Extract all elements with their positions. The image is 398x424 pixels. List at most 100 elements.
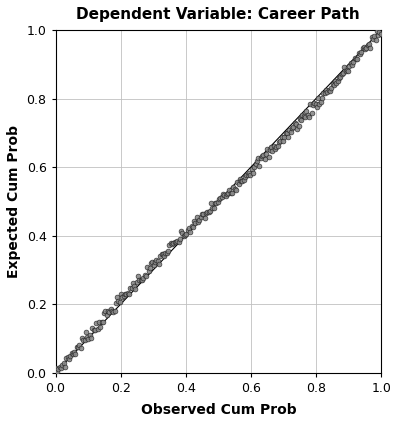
Point [264, 145, 271, 152]
Point [184, 226, 191, 233]
Point [308, 110, 315, 117]
Point [125, 289, 131, 296]
Point [324, 89, 330, 96]
Point [235, 181, 242, 187]
Point [114, 293, 120, 300]
Point [260, 152, 267, 159]
Point [254, 158, 260, 165]
Point [371, 33, 377, 39]
Point [129, 285, 135, 291]
Point [209, 205, 216, 212]
Point [208, 200, 215, 207]
Point [374, 28, 380, 35]
Point [277, 138, 283, 145]
Point [183, 231, 189, 238]
Point [195, 218, 201, 225]
Point [121, 292, 127, 299]
Point [154, 258, 161, 265]
Point [234, 179, 240, 186]
Point [340, 70, 346, 77]
Point [226, 187, 232, 194]
Point [84, 333, 90, 340]
Point [165, 248, 171, 254]
Point [222, 193, 229, 200]
Point [288, 128, 294, 135]
Point [193, 214, 200, 220]
Point [367, 44, 374, 51]
Point [240, 177, 247, 184]
Point [107, 305, 114, 312]
Point [109, 307, 115, 314]
Point [153, 257, 160, 263]
Point [335, 78, 341, 84]
Point [228, 189, 234, 196]
Point [316, 100, 323, 107]
Point [293, 121, 299, 128]
Point [71, 349, 77, 355]
Point [148, 260, 154, 267]
Point [298, 117, 304, 123]
Point [135, 273, 141, 279]
Point [92, 326, 98, 333]
Point [354, 56, 361, 62]
Point [332, 78, 338, 84]
Point [192, 219, 199, 226]
Point [172, 238, 178, 245]
Point [272, 146, 278, 153]
Point [333, 79, 339, 86]
Point [191, 217, 197, 224]
Point [119, 293, 126, 300]
Point [303, 107, 310, 114]
Point [127, 284, 133, 291]
Point [63, 354, 70, 361]
Point [255, 155, 261, 162]
Point [294, 125, 300, 132]
Point [199, 211, 205, 218]
Point [94, 326, 101, 332]
Point [81, 337, 88, 344]
Point [244, 172, 251, 179]
Point [215, 199, 221, 206]
Point [205, 209, 212, 215]
Point [78, 345, 84, 351]
Point [370, 36, 376, 43]
Point [285, 133, 291, 140]
Point [353, 56, 359, 63]
Point [373, 36, 379, 43]
Point [126, 291, 132, 298]
Point [176, 238, 182, 245]
Point [200, 211, 207, 218]
Point [306, 113, 312, 120]
Point [338, 70, 345, 77]
Point [323, 87, 329, 94]
Point [123, 290, 129, 297]
Point [196, 217, 203, 223]
Point [103, 312, 110, 319]
Point [181, 232, 187, 239]
Point [80, 337, 86, 344]
Point [168, 240, 174, 247]
Point [344, 67, 350, 73]
Point [300, 112, 307, 119]
Point [259, 153, 265, 159]
Point [276, 138, 282, 145]
Point [101, 310, 107, 317]
Point [279, 134, 285, 140]
Point [75, 343, 81, 350]
Point [67, 353, 73, 360]
Point [64, 354, 71, 360]
Point [318, 99, 324, 106]
Point [304, 111, 311, 118]
Point [150, 262, 157, 268]
Point [302, 114, 308, 120]
Point [219, 194, 225, 201]
Point [53, 364, 59, 371]
Point [328, 84, 334, 91]
Point [68, 349, 75, 356]
Point [327, 88, 333, 95]
Point [216, 195, 222, 202]
Point [366, 41, 372, 48]
Point [217, 195, 223, 201]
Point [213, 199, 220, 206]
Point [289, 124, 295, 131]
